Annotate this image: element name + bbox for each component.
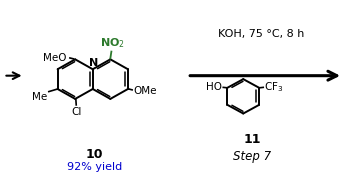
Text: Me: Me: [32, 92, 47, 102]
Text: NO$_2$: NO$_2$: [99, 36, 125, 50]
Text: OMe: OMe: [133, 86, 157, 96]
Text: Step 7: Step 7: [233, 150, 271, 163]
Text: 11: 11: [243, 133, 261, 146]
Text: 92% yield: 92% yield: [67, 162, 122, 172]
Text: N: N: [89, 58, 98, 68]
Text: Cl: Cl: [72, 107, 82, 117]
Text: HO: HO: [206, 82, 222, 92]
Text: MeO: MeO: [43, 53, 66, 63]
Text: 10: 10: [86, 148, 103, 161]
Text: CF$_3$: CF$_3$: [264, 80, 284, 94]
Text: KOH, 75 °C, 8 h: KOH, 75 °C, 8 h: [218, 29, 304, 39]
